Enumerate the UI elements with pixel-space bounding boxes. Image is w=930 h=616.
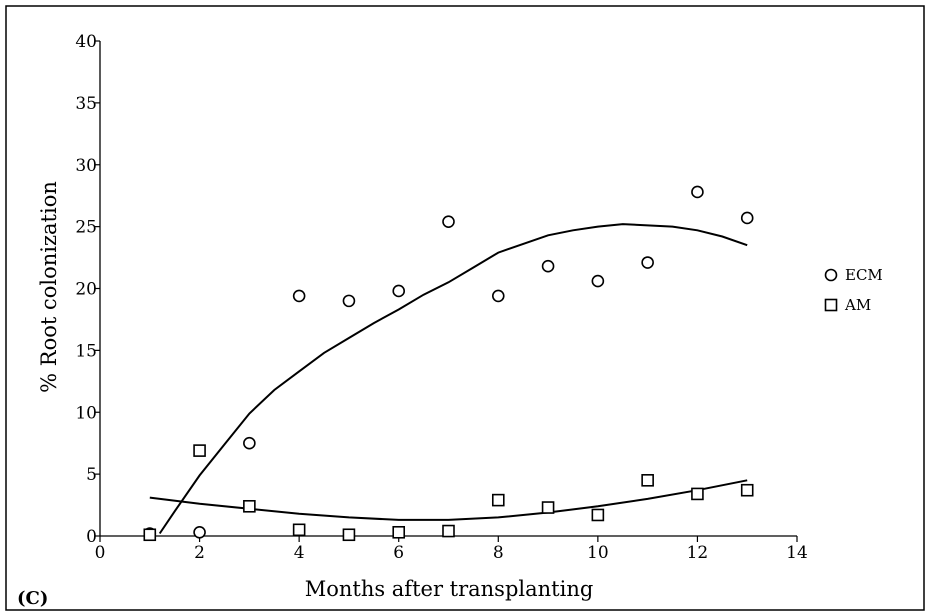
legend-am-label: AM	[844, 296, 871, 314]
x-tick-label: 6	[393, 543, 404, 563]
legend: ECM AM	[824, 266, 883, 314]
ecm-point	[641, 256, 654, 269]
y-tick-label: 0	[86, 527, 97, 547]
ecm-point	[740, 211, 754, 225]
x-tick-label: 2	[194, 543, 205, 563]
legend-ecm-marker	[824, 268, 838, 282]
x-tick-label: 8	[493, 543, 504, 563]
am-fit-curve	[149, 479, 748, 521]
legend-am-marker	[824, 298, 838, 312]
am-point	[591, 508, 605, 522]
ecm-fit-curve	[158, 223, 748, 535]
ecm-point	[442, 215, 455, 228]
am-point	[691, 487, 704, 501]
ecm-point	[243, 436, 256, 450]
y-tick-label: 20	[75, 280, 97, 300]
am-point	[541, 501, 555, 514]
data-markers	[143, 185, 754, 542]
am-point	[392, 525, 406, 539]
legend-ecm-label: ECM	[845, 266, 883, 284]
ecm-point	[691, 185, 704, 199]
x-tick-label: 10	[587, 543, 609, 563]
y-tick-label: 15	[75, 341, 97, 361]
am-point	[442, 524, 455, 538]
y-tick-label: 35	[75, 94, 97, 114]
x-tick-label: 12	[687, 543, 709, 563]
y-tick-label: 10	[75, 403, 97, 423]
ecm-point	[541, 259, 555, 273]
y-axis-title: % Root colonization	[37, 181, 61, 393]
panel-label: (C)	[17, 588, 48, 609]
y-tick-label: 5	[86, 465, 97, 485]
am-point	[243, 499, 256, 513]
am-point	[143, 528, 157, 542]
fit-curves	[149, 223, 748, 535]
x-tick-label: 4	[294, 543, 305, 563]
y-tick-label: 40	[75, 32, 97, 52]
am-point	[641, 474, 654, 487]
ecm-point	[392, 284, 406, 298]
am-point	[740, 483, 754, 497]
ecm-point	[491, 289, 505, 303]
ecm-point	[342, 294, 356, 308]
am-point	[491, 493, 505, 507]
y-tick-label: 25	[75, 218, 97, 238]
chart-frame	[5, 5, 925, 611]
ecm-point	[591, 274, 605, 288]
ecm-point	[193, 525, 206, 539]
x-tick-label: 0	[95, 543, 106, 563]
x-tick-label: 14	[786, 543, 808, 563]
am-point	[342, 528, 356, 542]
y-tick-label: 30	[75, 156, 97, 176]
ecm-point	[292, 289, 306, 303]
axes: 0 2 4 6 8 10 12 14 0 5 10 15 20 25 30 35 40	[75, 32, 807, 563]
am-point	[193, 444, 206, 457]
am-point	[292, 523, 306, 537]
x-axis-title: Months after transplanting	[305, 577, 594, 601]
